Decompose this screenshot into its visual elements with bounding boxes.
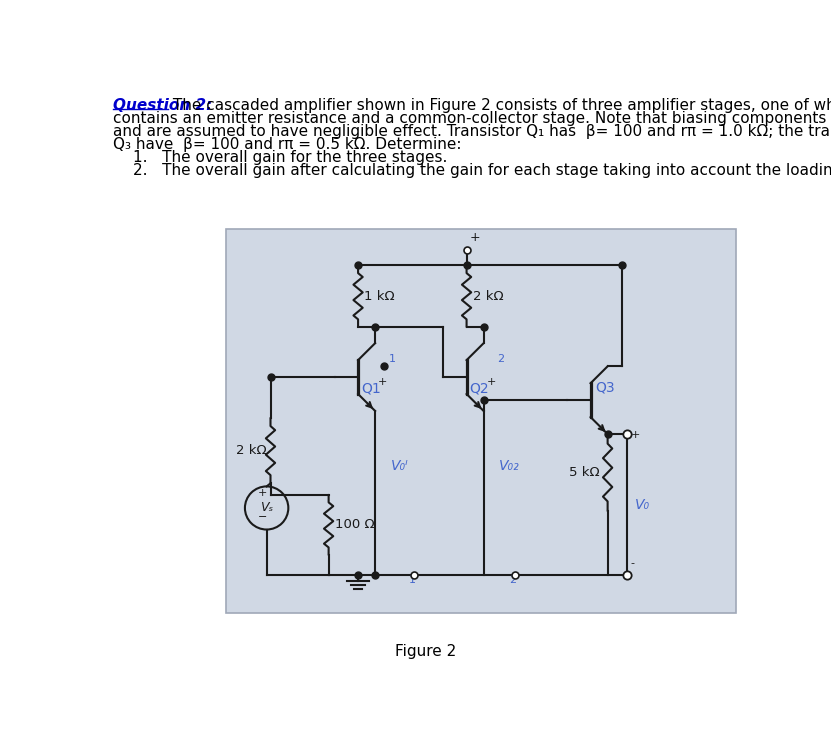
Text: 1.   The overall gain for the three stages.: 1. The overall gain for the three stages… [133,150,448,165]
Text: Figure 2: Figure 2 [395,644,456,659]
Text: 2': 2' [509,575,519,584]
Text: +: + [258,488,268,498]
Text: V₀: V₀ [635,498,650,512]
Text: 2.   The overall gain after calculating the gain for each stage taking into acco: 2. The overall gain after calculating th… [133,163,831,178]
Text: −: − [258,512,268,522]
Text: Q1: Q1 [361,382,381,396]
Text: The cascaded amplifier shown in Figure 2 consists of three amplifier stages, one: The cascaded amplifier shown in Figure 2… [168,98,831,113]
Text: 1': 1' [409,575,419,584]
Text: 2 kΩ: 2 kΩ [236,444,266,457]
Text: Q₃ have  β= 100 and rπ = 0.5 kΩ. Determine:: Q₃ have β= 100 and rπ = 0.5 kΩ. Determin… [113,137,462,152]
Text: Question 2:: Question 2: [113,98,213,113]
Text: Vₛ: Vₛ [260,501,273,514]
Text: 2: 2 [498,354,504,364]
Text: +: + [487,377,496,387]
FancyBboxPatch shape [226,229,736,612]
Text: 1: 1 [389,354,396,364]
Text: contains an emitter resistance and a common-collector stage. Note that biasing c: contains an emitter resistance and a com… [113,110,831,126]
Text: and are assumed to have negligible effect. Transistor Q₁ has  β= 100 and rπ = 1.: and are assumed to have negligible effec… [113,124,831,139]
Text: Q2: Q2 [470,382,489,396]
Text: 1 kΩ: 1 kΩ [364,290,395,302]
Text: +: + [378,377,387,387]
Text: 100 Ω: 100 Ω [335,518,375,531]
Text: +: + [470,231,480,244]
Text: V₀ᴵ: V₀ᴵ [391,459,408,473]
Text: +: + [631,430,640,440]
Text: 2 kΩ: 2 kΩ [473,290,504,302]
Text: V₀₂: V₀₂ [499,459,520,473]
Text: 5 kΩ: 5 kΩ [569,466,599,479]
Text: Q3: Q3 [595,380,615,394]
Text: -: - [631,558,635,567]
